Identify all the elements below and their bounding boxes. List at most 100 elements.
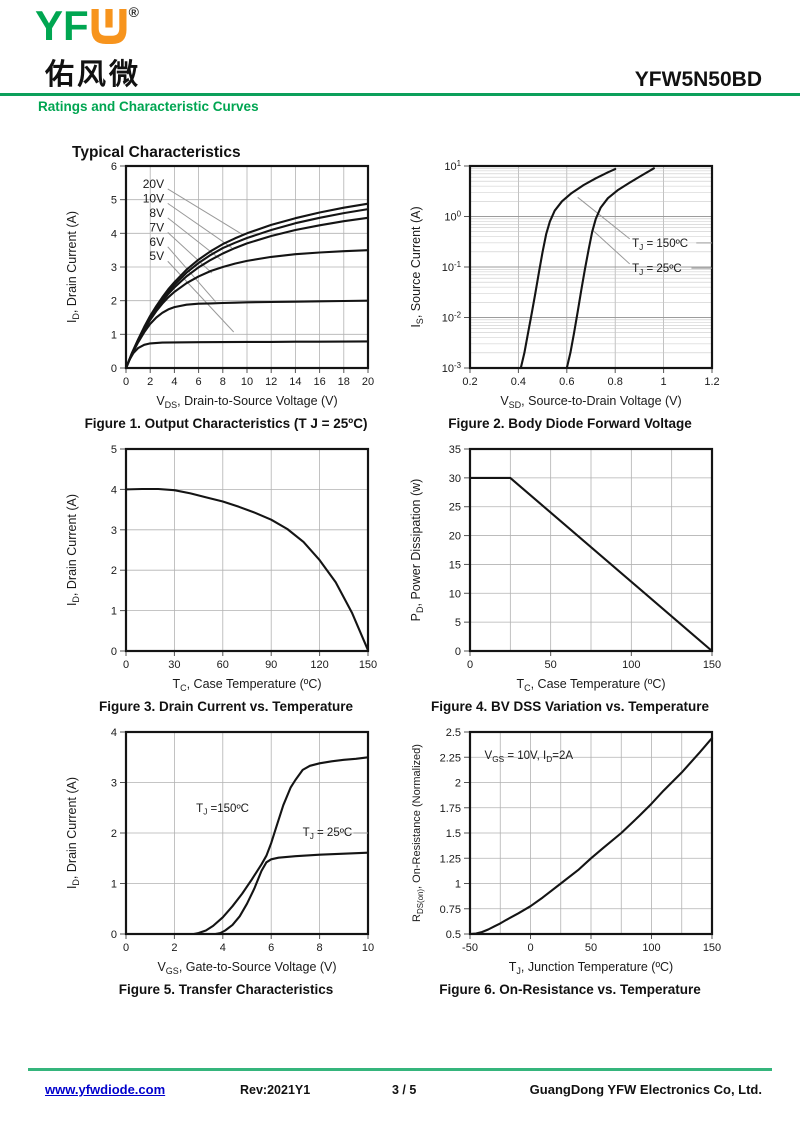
curve-label: 8V — [149, 206, 164, 220]
curve-label: 7V — [149, 220, 164, 234]
svg-text:0.4: 0.4 — [511, 376, 526, 388]
svg-text:150: 150 — [359, 659, 377, 671]
chart-canvas-2: 0.2 0.4 0.6 0.8 1 1.2 101 100 10-1 10-2 10-3 TJ = 1… — [409, 159, 720, 410]
svg-text:50: 50 — [545, 659, 557, 671]
chart-canvas-4: 0 50 100 150 0 5 10 15 20 25 30 35 PD, Power Dissipa… — [409, 444, 721, 693]
svg-text:2: 2 — [455, 778, 461, 790]
leader-line — [593, 230, 631, 265]
series — [124, 202, 370, 370]
svg-text:2.5: 2.5 — [446, 727, 461, 739]
figure-1-chart: 0 2 4 6 8 10 12 14 16 18 20 0 1 2 3 4 5 6 20V 10V 8V 7V 6V 5V ID… — [56, 158, 396, 415]
figure-6: -50 0 50 100 150 0.5 0.75 1 1.25 1.5 1.75 2 2.25 2.5 V… — [400, 724, 740, 997]
svg-text:0: 0 — [123, 942, 129, 954]
figure-5-chart: 0 2 4 6 8 10 0 1 2 3 4 TJ =150ºC TJ = 25ºC ID, Drain … — [56, 724, 396, 981]
footer-website-link[interactable]: www.yfwdiode.com — [45, 1082, 166, 1097]
page-heading: Typical Characteristics — [72, 144, 241, 161]
svg-text:TC, Case Temperature (ºC): TC, Case Temperature (ºC) — [172, 677, 321, 693]
figure-3: 0 30 60 90 120 150 0 1 2 3 4 5 ID, Drain Current (A)… — [56, 441, 396, 714]
header-divider — [0, 93, 800, 96]
svg-text:VSD, Source-to-Drain Voltage (: VSD, Source-to-Drain Voltage (V) — [500, 394, 681, 410]
figure-1: 0 2 4 6 8 10 12 14 16 18 20 0 1 2 3 4 5 6 20V 10V 8V 7V 6V 5V ID… — [56, 158, 396, 431]
svg-text:14: 14 — [289, 376, 301, 388]
plot-frame — [468, 730, 714, 936]
leader-line — [167, 188, 244, 236]
figure-2-caption: Figure 2. Body Diode Forward Voltage — [448, 416, 692, 431]
svg-text:18: 18 — [338, 376, 350, 388]
svg-text:0.75: 0.75 — [440, 904, 461, 916]
svg-text:RDS(on), On-Resistance (Normal: RDS(on), On-Resistance (Normalized) — [411, 744, 425, 922]
svg-text:0: 0 — [111, 646, 117, 658]
svg-text:0: 0 — [455, 646, 461, 658]
chart-canvas-6: -50 0 50 100 150 0.5 0.75 1 1.25 1.5 1.75 2 2.25 2.5 V… — [411, 727, 721, 976]
svg-text:VGS, Gate-to-Source Voltage (V: VGS, Gate-to-Source Voltage (V) — [157, 960, 336, 976]
svg-text:1: 1 — [111, 329, 117, 341]
footer-page-number: 3 / 5 — [392, 1083, 417, 1097]
svg-text:4: 4 — [111, 727, 117, 739]
gridlines — [470, 449, 712, 651]
svg-text:TJ, Junction Temperature (ºC): TJ, Junction Temperature (ºC) — [509, 960, 673, 976]
figure-6-chart: -50 0 50 100 150 0.5 0.75 1 1.25 1.5 1.75 2 2.25 2.5 V… — [400, 724, 740, 981]
svg-text:25: 25 — [449, 502, 461, 514]
svg-text:0: 0 — [467, 659, 473, 671]
axes: 0 50 100 150 0 5 10 15 20 25 30 35 — [449, 444, 721, 671]
series — [468, 737, 714, 936]
svg-text:VDS, Drain-to-Source Voltage (: VDS, Drain-to-Source Voltage (V) — [156, 394, 337, 410]
svg-text:0: 0 — [123, 376, 129, 388]
svg-text:ID, Drain Current (A): ID, Drain Current (A) — [65, 494, 81, 606]
svg-text:4: 4 — [111, 228, 117, 240]
svg-text:VGS = 10V, ID=2A: VGS = 10V, ID=2A — [485, 750, 574, 764]
axes: 0.2 0.4 0.6 0.8 1 1.2 101 100 10-1 10-2 10-3 — [442, 159, 720, 388]
svg-text:4: 4 — [111, 484, 117, 496]
svg-text:60: 60 — [217, 659, 229, 671]
gridlines — [470, 732, 712, 934]
brand-logo: YF ® 佑风微 — [35, 4, 141, 93]
leader-line — [167, 231, 213, 274]
svg-text:10: 10 — [241, 376, 253, 388]
svg-text:2: 2 — [111, 565, 117, 577]
svg-text:35: 35 — [449, 444, 461, 456]
figure-1-caption: Figure 1. Output Characteristics (T J = … — [84, 416, 368, 431]
axes: 0 2 4 6 8 10 0 1 2 3 4 — [111, 727, 374, 954]
svg-text:0: 0 — [123, 659, 129, 671]
curve-label: 6V — [149, 235, 164, 249]
leader-line — [167, 202, 233, 249]
svg-text:2: 2 — [171, 942, 177, 954]
figure-3-chart: 0 30 60 90 120 150 0 1 2 3 4 5 ID, Drain Current (A)… — [56, 441, 396, 698]
curve-TJ=150C — [519, 168, 617, 370]
svg-text:30: 30 — [449, 473, 461, 485]
svg-text:120: 120 — [310, 659, 328, 671]
svg-text:5: 5 — [111, 195, 117, 207]
svg-text:1.5: 1.5 — [446, 828, 461, 840]
svg-text:20: 20 — [362, 376, 374, 388]
svg-text:16: 16 — [313, 376, 325, 388]
plot-frame — [468, 447, 714, 653]
svg-text:TJ = 25ºC: TJ = 25ºC — [632, 263, 682, 277]
svg-text:150: 150 — [703, 659, 721, 671]
leader-line — [167, 260, 235, 333]
series — [468, 476, 714, 653]
chart-canvas-5: 0 2 4 6 8 10 0 1 2 3 4 TJ =150ºC TJ = 25ºC ID, Drain … — [65, 727, 374, 976]
svg-text:ID, Drain Current (A): ID, Drain Current (A) — [65, 211, 81, 323]
curve-label: 5V — [149, 249, 164, 263]
svg-text:IS, Source Current (A): IS, Source Current (A) — [409, 206, 425, 327]
curve-ID — [124, 487, 370, 652]
svg-text:TC, Case Temperature (ºC): TC, Case Temperature (ºC) — [516, 677, 665, 693]
svg-text:1.75: 1.75 — [440, 803, 461, 815]
figure-4-caption: Figure 4. BV DSS Variation vs. Temperatu… — [430, 699, 710, 714]
series — [124, 487, 370, 652]
figure-4: 0 50 100 150 0 5 10 15 20 25 30 35 PD, Power Dissipa… — [400, 441, 740, 714]
svg-text:1: 1 — [661, 376, 667, 388]
svg-text:2: 2 — [147, 376, 153, 388]
svg-text:PD, Power Dissipation (w): PD, Power Dissipation (w) — [409, 479, 425, 622]
part-number: YFW5N50BD — [634, 68, 762, 91]
svg-text:6: 6 — [268, 942, 274, 954]
curve-RDSon — [468, 737, 714, 936]
svg-text:12: 12 — [265, 376, 277, 388]
svg-text:0.8: 0.8 — [608, 376, 623, 388]
svg-text:90: 90 — [265, 659, 277, 671]
svg-text:TJ = 150ºC: TJ = 150ºC — [632, 238, 688, 252]
svg-text:1: 1 — [111, 606, 117, 618]
curve-PD — [468, 476, 714, 653]
curve-TJ=25C — [565, 167, 655, 370]
curve-label: 10V — [143, 191, 164, 205]
